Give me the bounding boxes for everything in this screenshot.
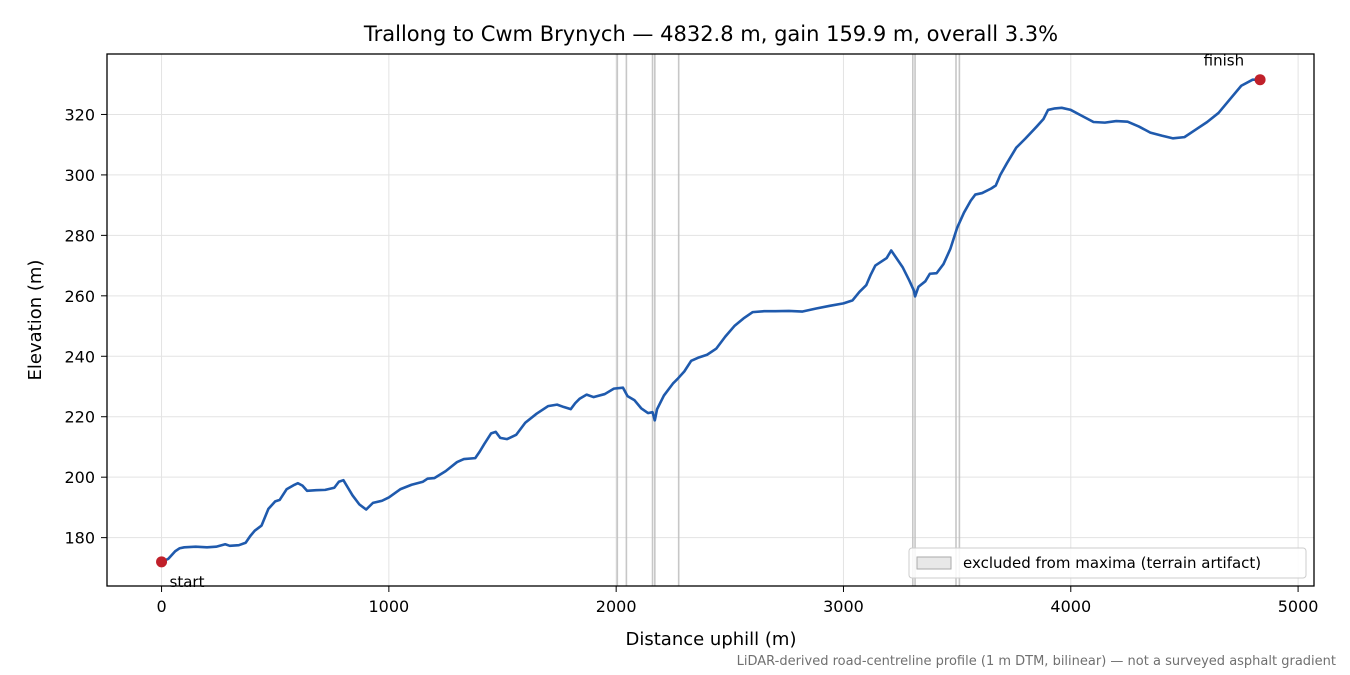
x-tick-label: 0 bbox=[156, 597, 166, 616]
x-tick-label: 4000 bbox=[1050, 597, 1091, 616]
footnote: LiDAR-derived road-centreline profile (1… bbox=[737, 654, 1336, 669]
x-tick-label: 5000 bbox=[1278, 597, 1319, 616]
y-tick-label: 280 bbox=[64, 226, 95, 245]
y-tick-label: 200 bbox=[64, 468, 95, 487]
y-tick-label: 260 bbox=[64, 287, 95, 306]
plot-frame bbox=[106, 53, 1315, 587]
legend-label: excluded from maxima (terrain artifact) bbox=[963, 554, 1261, 572]
x-tick-label: 2000 bbox=[596, 597, 637, 616]
chart-title: Trallong to Cwm Brynych — 4832.8 m, gain… bbox=[363, 22, 1058, 46]
x-axis-label: Distance uphill (m) bbox=[626, 629, 797, 650]
legend-swatch bbox=[916, 556, 952, 570]
finish-label: finish bbox=[1204, 52, 1244, 70]
y-tick-label: 320 bbox=[64, 105, 95, 124]
elevation-line bbox=[161, 78, 1261, 564]
legend-box bbox=[908, 547, 1307, 579]
x-tick-label: 3000 bbox=[823, 597, 864, 616]
y-tick-label: 180 bbox=[64, 529, 95, 548]
y-tick-label: 300 bbox=[64, 166, 95, 185]
y-axis-label: Elevation (m) bbox=[25, 260, 46, 381]
axis-ticks: 0 1000 2000 3000 4000 5000 180 200 220 240 260 280 3… bbox=[64, 105, 1318, 616]
excluded-bands bbox=[616, 54, 961, 586]
x-tick-label: 1000 bbox=[369, 597, 410, 616]
legend: excluded from maxima (terrain artifact) bbox=[908, 547, 1307, 579]
start-marker bbox=[156, 556, 168, 568]
finish-marker bbox=[1254, 74, 1266, 86]
start-label: start bbox=[170, 573, 205, 591]
y-tick-label: 240 bbox=[64, 347, 95, 366]
y-tick-label: 220 bbox=[64, 408, 95, 427]
grid bbox=[107, 54, 1314, 586]
series-layer bbox=[161, 78, 1261, 564]
